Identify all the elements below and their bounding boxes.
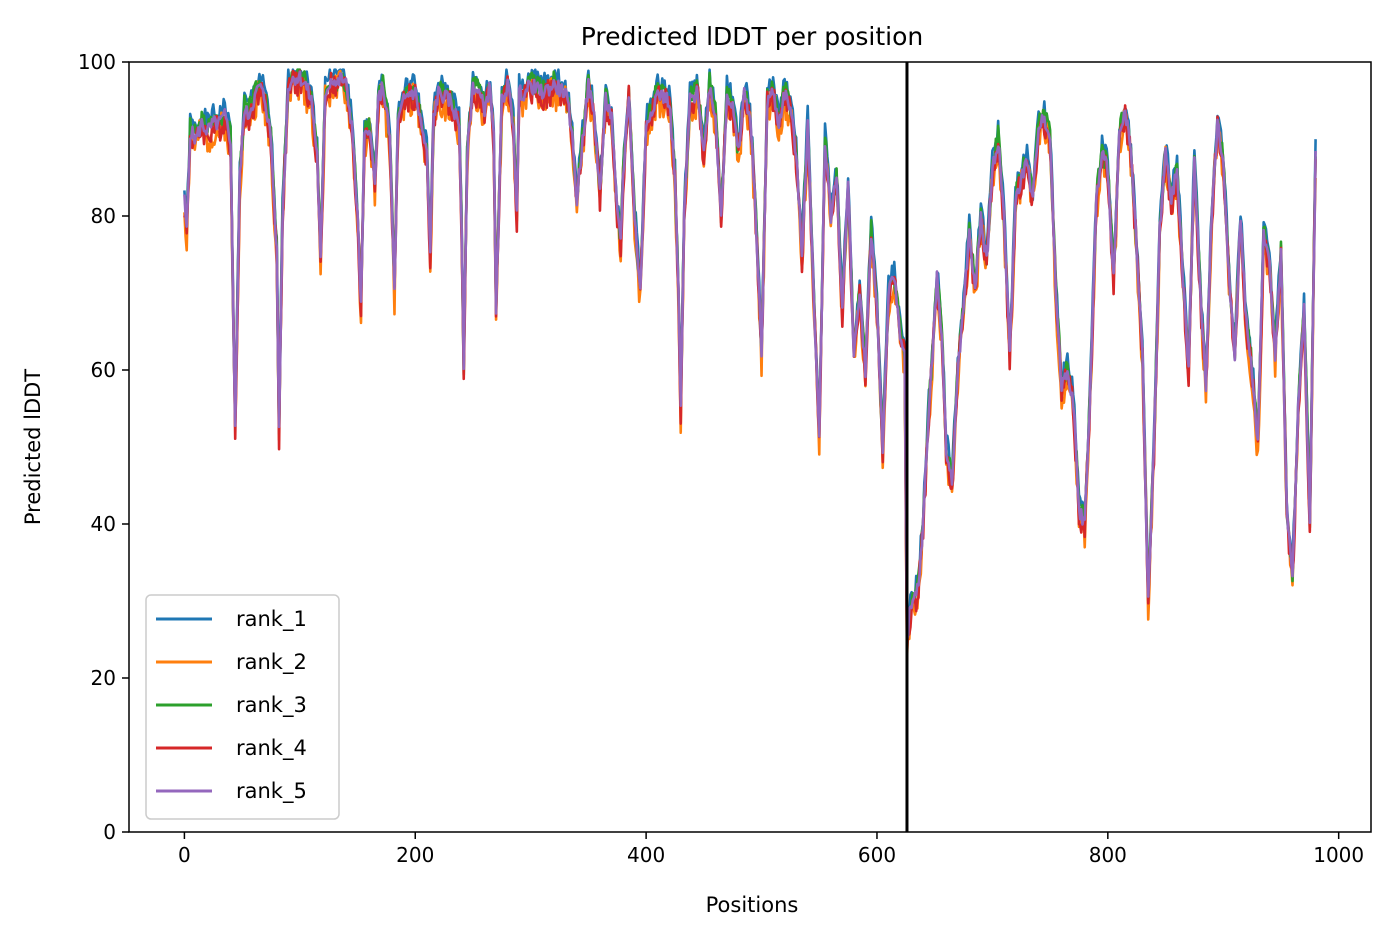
y-tick-label: 0 (103, 820, 116, 844)
legend: rank_1 rank_2 rank_3 rank_4 rank_5 (145, 594, 340, 820)
y-tick-label: 100 (78, 50, 116, 74)
y-tick-label: 20 (91, 666, 116, 690)
y-tick-label: 60 (91, 358, 116, 382)
x-tick-label: 400 (627, 843, 665, 867)
legend-label-rank_2: rank_2 (236, 650, 307, 675)
chart-title: Predicted lDDT per position (581, 22, 923, 51)
y-tick-label: 80 (91, 204, 116, 228)
x-tick-label: 600 (858, 843, 896, 867)
x-tick-label: 1000 (1313, 843, 1364, 867)
x-tick-label: 0 (178, 843, 191, 867)
x-axis-label: Positions (706, 893, 799, 917)
plot-frame (128, 61, 1372, 833)
series-line-rank_5 (183, 70, 1317, 642)
y-axis: 0 20 40 60 80 100 (78, 50, 129, 844)
legend-label-rank_4: rank_4 (236, 736, 307, 761)
legend-label-rank_3: rank_3 (236, 693, 307, 718)
legend-box (145, 594, 340, 820)
legend-label-rank_1: rank_1 (236, 607, 307, 632)
y-axis-label: Predicted lDDT (21, 369, 45, 525)
series-layer (183, 68, 1317, 663)
x-tick-label: 800 (1089, 843, 1127, 867)
x-axis: 0 200 400 600 800 1000 (178, 832, 1364, 867)
y-tick-label: 40 (91, 512, 116, 536)
x-tick-label: 200 (396, 843, 434, 867)
legend-label-rank_5: rank_5 (236, 779, 307, 804)
